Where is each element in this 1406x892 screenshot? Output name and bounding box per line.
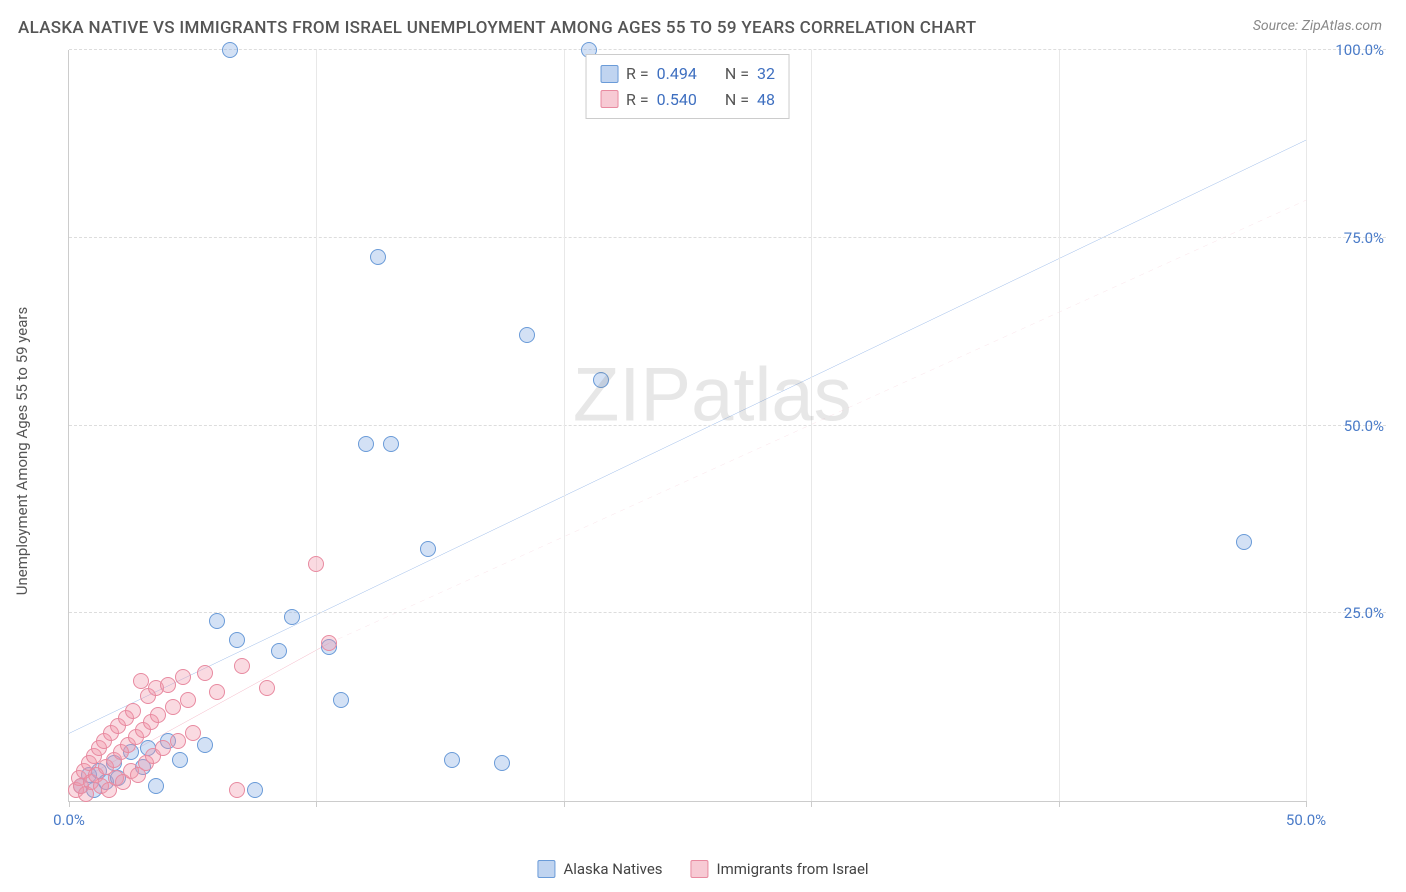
data-point bbox=[197, 665, 213, 681]
data-point bbox=[494, 755, 510, 771]
gridline-v bbox=[316, 50, 317, 801]
gridline-h bbox=[69, 612, 1386, 613]
y-tick-label: 50.0% bbox=[1344, 417, 1384, 435]
data-point bbox=[420, 541, 436, 557]
gridline-h bbox=[69, 237, 1386, 238]
chart-container: Unemployment Among Ages 55 to 59 years R… bbox=[50, 50, 1386, 852]
trend-line bbox=[329, 200, 1306, 643]
legend-r-value: 0.494 bbox=[657, 61, 697, 87]
x-tick bbox=[564, 801, 565, 807]
data-point bbox=[593, 372, 609, 388]
data-point bbox=[234, 658, 250, 674]
data-point bbox=[229, 782, 245, 798]
data-point bbox=[148, 778, 164, 794]
y-tick-label: 25.0% bbox=[1344, 604, 1384, 622]
legend-r-value: 0.540 bbox=[657, 87, 697, 113]
trend-lines bbox=[69, 50, 1306, 801]
data-point bbox=[370, 249, 386, 265]
trend-line bbox=[69, 140, 1306, 733]
gridline-h bbox=[69, 425, 1386, 426]
data-point bbox=[180, 692, 196, 708]
data-point bbox=[165, 699, 181, 715]
data-point bbox=[197, 737, 213, 753]
legend-swatch-icon bbox=[537, 860, 555, 878]
chart-source: Source: ZipAtlas.com bbox=[1253, 18, 1382, 34]
plot-area: R = 0.494 N = 32 R = 0.540 N = 48 ZIPatl… bbox=[68, 50, 1306, 802]
legend-r-label: R = bbox=[626, 61, 649, 87]
legend-swatch-icon bbox=[691, 860, 709, 878]
x-tick-label: 0.0% bbox=[53, 811, 85, 829]
data-point bbox=[247, 782, 263, 798]
legend-n-value: 32 bbox=[757, 61, 775, 87]
data-point bbox=[358, 436, 374, 452]
data-point bbox=[209, 684, 225, 700]
data-point bbox=[172, 752, 188, 768]
data-point bbox=[259, 680, 275, 696]
legend-label: Alaska Natives bbox=[563, 860, 662, 878]
x-tick bbox=[69, 801, 70, 807]
legend-n-label: N = bbox=[725, 87, 749, 113]
legend-label: Immigrants from Israel bbox=[717, 860, 869, 878]
gridline-v bbox=[1306, 50, 1307, 801]
legend-r-label: R = bbox=[626, 87, 649, 113]
data-point bbox=[321, 635, 337, 651]
y-tick-label: 100.0% bbox=[1335, 41, 1384, 59]
data-point bbox=[383, 436, 399, 452]
chart-header: ALASKA NATIVE VS IMMIGRANTS FROM ISRAEL … bbox=[0, 0, 1406, 46]
data-point bbox=[150, 707, 166, 723]
data-point bbox=[185, 725, 201, 741]
gridline-v bbox=[811, 50, 812, 801]
legend-swatch-icon bbox=[600, 65, 618, 83]
data-point bbox=[160, 677, 176, 693]
legend-n-label: N = bbox=[725, 61, 749, 87]
legend-item-series-1: Alaska Natives bbox=[537, 860, 662, 878]
series-legend: Alaska Natives Immigrants from Israel bbox=[537, 860, 868, 878]
legend-row-series-1: R = 0.494 N = 32 bbox=[600, 61, 775, 87]
data-point bbox=[170, 733, 186, 749]
y-tick-label: 75.0% bbox=[1344, 229, 1384, 247]
legend-n-value: 48 bbox=[757, 87, 775, 113]
x-tick bbox=[316, 801, 317, 807]
legend-swatch-icon bbox=[600, 90, 618, 108]
data-point bbox=[308, 556, 324, 572]
gridline-v bbox=[564, 50, 565, 801]
data-point bbox=[125, 703, 141, 719]
data-point bbox=[271, 643, 287, 659]
gridline-h bbox=[69, 49, 1386, 50]
watermark: ZIPatlas bbox=[573, 352, 852, 439]
correlation-legend: R = 0.494 N = 32 R = 0.540 N = 48 bbox=[585, 54, 790, 119]
data-point bbox=[284, 609, 300, 625]
data-point bbox=[209, 613, 225, 629]
x-tick bbox=[811, 801, 812, 807]
x-tick bbox=[1306, 801, 1307, 807]
data-point bbox=[333, 692, 349, 708]
x-tick bbox=[1059, 801, 1060, 807]
data-point bbox=[155, 740, 171, 756]
gridline-v bbox=[1059, 50, 1060, 801]
legend-row-series-2: R = 0.540 N = 48 bbox=[600, 87, 775, 113]
data-point bbox=[222, 42, 238, 58]
y-axis-label: Unemployment Among Ages 55 to 59 years bbox=[13, 307, 31, 595]
data-point bbox=[175, 669, 191, 685]
data-point bbox=[444, 752, 460, 768]
data-point bbox=[133, 673, 149, 689]
data-point bbox=[1236, 534, 1252, 550]
legend-item-series-2: Immigrants from Israel bbox=[691, 860, 869, 878]
chart-title: ALASKA NATIVE VS IMMIGRANTS FROM ISRAEL … bbox=[18, 18, 976, 38]
data-point bbox=[519, 327, 535, 343]
data-point bbox=[229, 632, 245, 648]
x-tick-label: 50.0% bbox=[1286, 811, 1326, 829]
